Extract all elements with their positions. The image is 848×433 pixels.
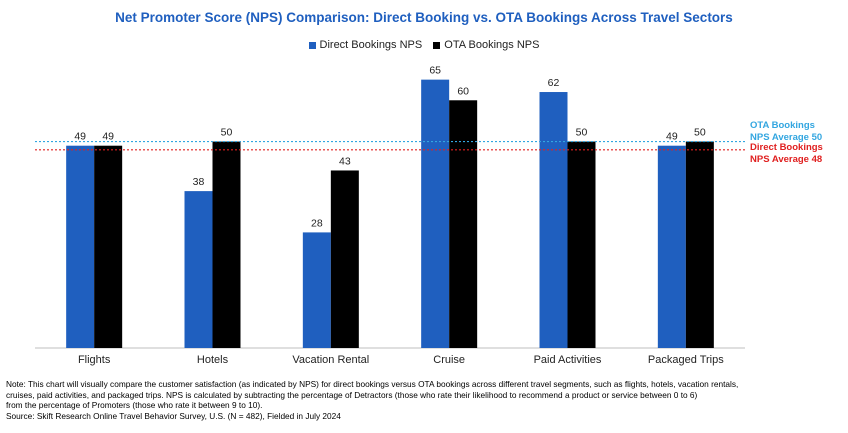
bar-ota [567,141,596,348]
ota-average-label: OTA Bookings NPS Average 50 [750,120,822,144]
bar-ota [330,170,359,348]
legend: Direct Bookings NPS OTA Bookings NPS [0,39,848,52]
footnote-source: Source: Skift Research Online Travel Beh… [6,410,341,421]
legend-label-direct: Direct Bookings NPS [319,39,423,51]
legend-swatch-direct [308,41,316,49]
direct-average-label-line1: Direct Bookings [750,141,823,153]
data-label-direct: 49 [666,131,678,143]
data-label-direct: 28 [311,217,323,229]
footnote: Note: This chart will visually compare t… [6,379,842,421]
legend-item-direct: Direct Bookings NPS [308,39,423,51]
x-tick-label: Vacation Rental [292,354,369,366]
bar-ota [94,145,123,348]
data-label-direct: 38 [193,176,205,188]
footnote-line-2: cruises, paid activities, and packaged t… [6,389,698,400]
data-label-ota: 43 [339,155,351,167]
data-label-direct: 49 [74,131,86,143]
bar-ota [685,141,714,348]
footnote-line-1: Note: This chart will visually compare t… [6,379,739,389]
ota-average-label-line2: NPS Average 50 [750,131,823,143]
bar-ota [212,141,241,348]
data-label-ota: 60 [457,85,469,97]
direct-average-label-line2: NPS Average 48 [750,153,823,165]
bar-direct [184,191,213,348]
data-label-ota: 50 [694,127,706,139]
data-label-ota: 49 [102,131,114,143]
bar-direct [66,145,95,348]
ota-average-label-line1: OTA Bookings [750,119,815,131]
data-label-direct: 62 [548,77,560,89]
bar-direct [539,92,568,349]
bar-direct [302,232,331,348]
bar-direct [421,79,450,349]
legend-label-ota: OTA Bookings NPS [444,39,540,51]
bar-ota [449,100,478,349]
bar-direct [657,145,686,348]
data-label-ota: 50 [221,127,233,139]
x-tick-label: Paid Activities [534,354,602,366]
legend-swatch-ota [433,41,441,49]
footnote-line-3: from the percentage of Promoters (those … [6,400,263,411]
x-tick-label: Hotels [197,354,229,366]
direct-average-label: Direct Bookings NPS Average 48 [750,142,823,166]
x-tick-label: Cruise [433,354,465,366]
x-tick-label: Flights [78,354,111,366]
data-label-ota: 50 [576,127,588,139]
data-label-direct: 65 [429,65,441,77]
legend-item-ota: OTA Bookings NPS [433,39,539,51]
x-tick-label: Packaged Trips [648,354,724,366]
chart-title: Net Promoter Score (NPS) Comparison: Dir… [115,10,733,25]
